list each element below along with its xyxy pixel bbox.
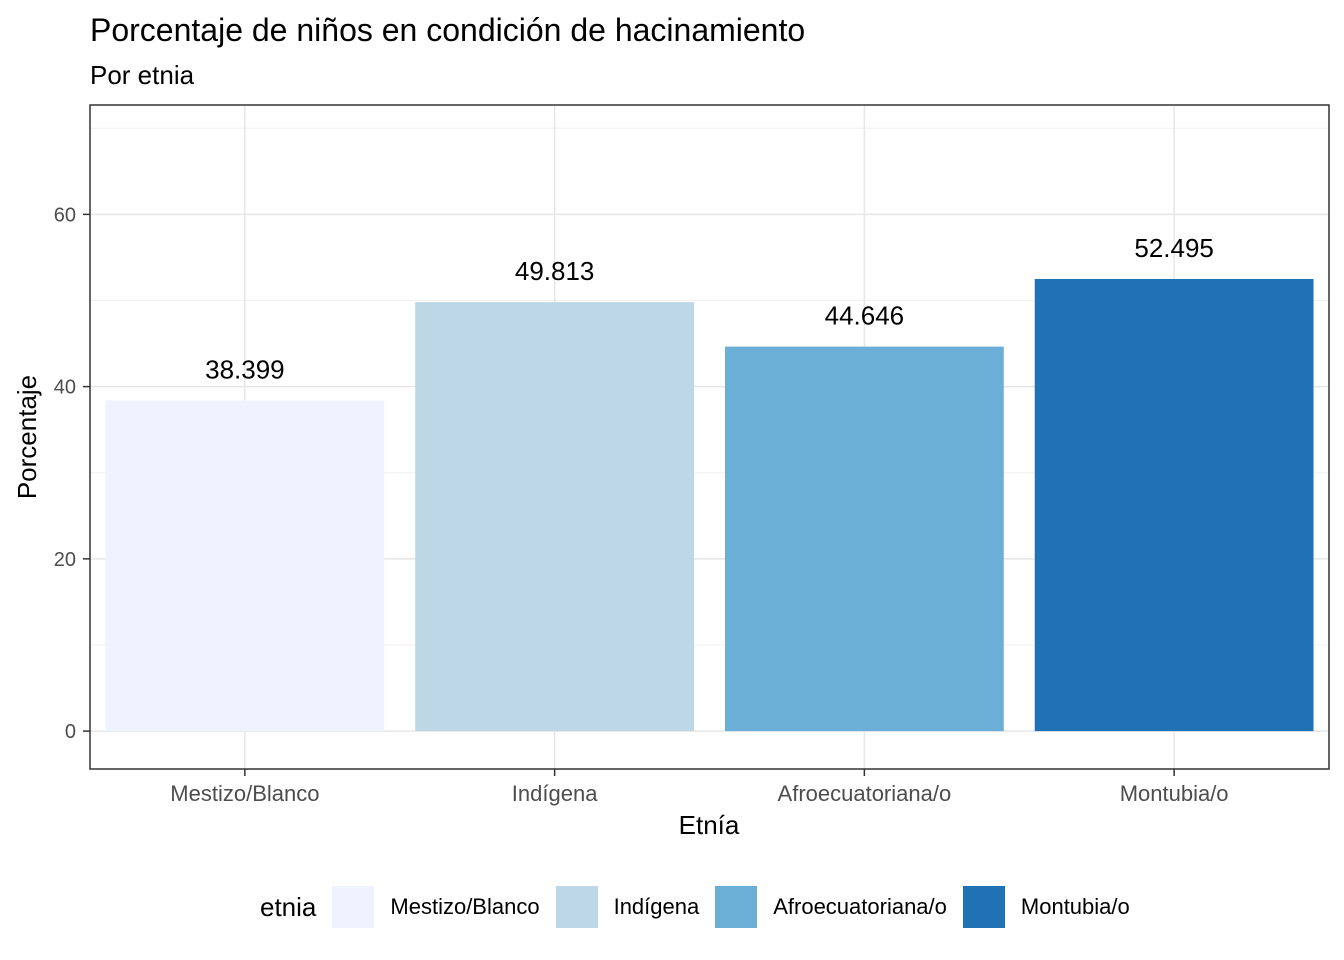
- legend-item: Mestizo/Blanco: [332, 886, 540, 928]
- bar: [415, 302, 695, 732]
- bar-chart: 38.399 49.813 44.646 52.495 0 20 40 60 Mestizo/…: [12, 104, 1330, 840]
- bar: [1034, 279, 1314, 732]
- x-tick-label: Afroecuatoriana/o: [778, 781, 952, 806]
- bars: [105, 279, 1314, 732]
- chart-title: Porcentaje de niños en condición de haci…: [90, 12, 806, 48]
- data-label: 38.399: [205, 354, 285, 384]
- legend-label: Indígena: [613, 894, 700, 919]
- legend: etnia Mestizo/Blanco Indígena Afroecuato…: [260, 884, 1146, 930]
- legend-item: Indígena: [555, 886, 700, 928]
- data-label: 44.646: [825, 301, 905, 331]
- y-tick-label: 0: [65, 721, 76, 743]
- data-label: 49.813: [515, 256, 595, 286]
- legend-title: etnia: [260, 891, 317, 922]
- legend-swatch: [715, 886, 758, 928]
- y-axis-title: Porcentaje: [12, 375, 42, 499]
- legend-item: Montubia/o: [962, 886, 1130, 928]
- y-tick-label: 40: [54, 377, 76, 399]
- y-tick-label: 20: [54, 549, 76, 571]
- legend-swatch: [555, 886, 598, 928]
- axes: 0 20 40 60 Mestizo/Blanco Indígena Afroecuator…: [54, 204, 1229, 806]
- legend-label: Montubia/o: [1020, 894, 1130, 919]
- data-label: 52.495: [1134, 233, 1214, 263]
- x-tick-label: Montubia/o: [1120, 781, 1229, 806]
- x-axis-title: Etnía: [679, 810, 740, 840]
- legend-item: Afroecuatoriana/o: [715, 886, 947, 928]
- data-labels: 38.399 49.813 44.646 52.495: [205, 233, 1214, 384]
- x-tick-label: Mestizo/Blanco: [170, 781, 319, 806]
- chart-subtitle: Por etnia: [90, 60, 195, 90]
- panel-border: [89, 104, 1330, 770]
- x-tick-label: Indígena: [512, 781, 598, 806]
- legend-swatch: [332, 886, 375, 928]
- bar: [724, 346, 1004, 732]
- y-tick-label: 60: [54, 204, 76, 226]
- legend-swatch: [962, 886, 1005, 928]
- legend-label: Mestizo/Blanco: [390, 894, 540, 919]
- legend-label: Afroecuatoriana/o: [773, 894, 947, 919]
- bar: [105, 400, 385, 732]
